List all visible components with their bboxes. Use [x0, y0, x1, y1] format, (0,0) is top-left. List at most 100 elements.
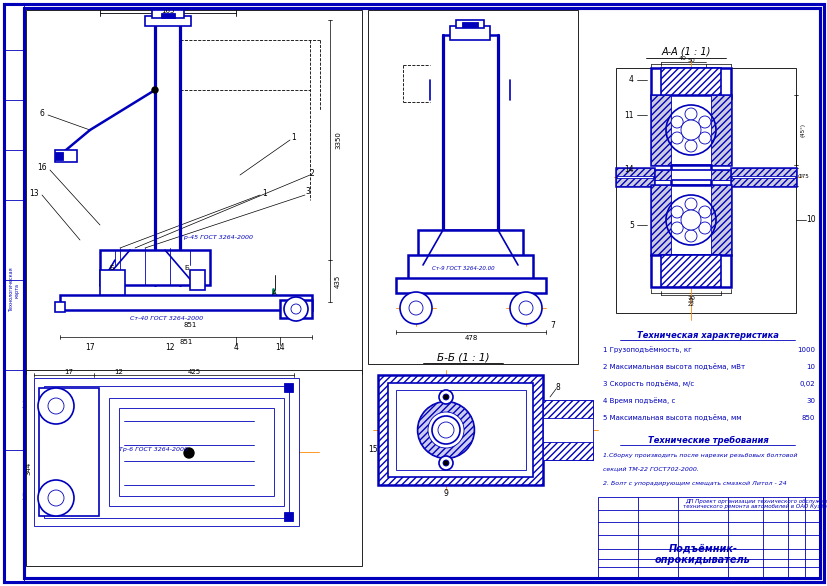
Bar [55, 152, 63, 160]
Bar [650, 95, 670, 165]
Text: (45°): (45°) [800, 123, 805, 137]
Text: 14: 14 [275, 343, 284, 353]
Bar [730, 168, 795, 176]
Text: А-А (1 : 1): А-А (1 : 1) [661, 47, 710, 57]
Text: 14: 14 [624, 165, 633, 175]
Circle shape [48, 398, 64, 414]
Bar [543, 400, 592, 460]
Bar [660, 68, 720, 98]
Text: 17: 17 [65, 369, 74, 375]
Text: 2 Максимальная высота подъёма, мВт: 2 Максимальная высота подъёма, мВт [602, 363, 744, 370]
Bar [55, 150, 77, 162]
Circle shape [432, 416, 460, 444]
Text: 1: 1 [291, 134, 296, 142]
Text: 3350: 3350 [335, 131, 341, 149]
Bar [615, 168, 653, 176]
Circle shape [684, 230, 696, 242]
Text: 12: 12 [165, 343, 174, 353]
Circle shape [442, 394, 448, 400]
Circle shape [684, 140, 696, 152]
Bar [650, 170, 730, 180]
Text: Б: Б [184, 265, 189, 271]
Bar [543, 442, 592, 460]
Bar [145, 16, 191, 26]
Bar [280, 300, 312, 318]
Circle shape [680, 210, 700, 230]
Bar [160, 13, 174, 18]
Text: 425: 425 [187, 369, 200, 375]
Bar [284, 512, 293, 521]
Text: Б: Б [109, 265, 114, 271]
Bar [388, 383, 533, 477]
Bar [650, 185, 730, 255]
Text: 7: 7 [550, 321, 555, 329]
Circle shape [680, 120, 700, 140]
Circle shape [698, 116, 710, 128]
Text: 2. Болт с упорадирующим смещать смазкой Литол - 24: 2. Болт с упорадирующим смещать смазкой … [602, 481, 786, 485]
Circle shape [671, 116, 682, 128]
Circle shape [409, 301, 423, 315]
Circle shape [671, 206, 682, 218]
Text: 0,02: 0,02 [798, 381, 814, 387]
Circle shape [698, 222, 710, 234]
Circle shape [38, 388, 74, 424]
Bar [418, 230, 523, 270]
Bar [44, 386, 289, 518]
Bar [26, 10, 361, 374]
Text: секций ТМ-22 ГОСТ702-2000.: секций ТМ-22 ГОСТ702-2000. [602, 466, 698, 472]
Circle shape [48, 490, 64, 506]
Text: 3: 3 [305, 188, 310, 196]
Circle shape [684, 108, 696, 120]
Bar [670, 165, 710, 185]
Bar [408, 255, 533, 280]
Bar [730, 178, 795, 186]
Text: 851: 851 [179, 339, 193, 345]
Text: Ф75: Ф75 [797, 175, 809, 179]
Bar [284, 383, 293, 392]
Bar [395, 390, 525, 470]
Text: 4 Время подъёма, с: 4 Время подъёма, с [602, 397, 675, 404]
Bar [710, 95, 730, 165]
Bar [4, 4, 24, 582]
Circle shape [684, 198, 696, 210]
Text: 9: 9 [443, 489, 448, 498]
Text: 12: 12 [114, 369, 123, 375]
Text: 5 Максимальная высота подъёма, мм: 5 Максимальная высота подъёма, мм [602, 414, 741, 421]
Circle shape [399, 292, 432, 324]
Text: 6: 6 [39, 108, 44, 118]
Circle shape [152, 87, 158, 93]
Bar [730, 168, 795, 186]
Text: 3: 3 [22, 401, 26, 411]
Text: Тр-45 ГОСТ 3264-2000: Тр-45 ГОСТ 3264-2000 [179, 234, 253, 240]
Text: 4: 4 [629, 76, 633, 84]
Text: Ст-9 ГОСТ 3264-20.00: Ст-9 ГОСТ 3264-20.00 [431, 265, 494, 271]
Bar [650, 185, 670, 255]
Text: 13: 13 [29, 189, 39, 199]
Text: Ст-40 ГОСТ 3264-2000: Ст-40 ГОСТ 3264-2000 [130, 315, 203, 321]
Bar [461, 22, 477, 27]
Text: 435: 435 [335, 274, 341, 288]
Bar [395, 278, 545, 293]
Text: ДП Проект организации технического обслуживания и
технического ремонта автомобил: ДП Проект организации технического обслу… [682, 499, 827, 509]
Text: 50: 50 [686, 59, 694, 63]
Text: 850: 850 [801, 415, 814, 421]
Bar [615, 178, 653, 186]
Bar [152, 10, 184, 18]
Circle shape [38, 480, 74, 516]
Bar [100, 270, 125, 295]
Text: 8: 8 [555, 383, 560, 391]
Bar [650, 95, 730, 165]
Bar [367, 10, 577, 364]
Text: 1 Грузоподъёмность, кг: 1 Грузоподъёмность, кг [602, 346, 691, 353]
Bar [39, 388, 99, 516]
Bar [615, 168, 653, 186]
Text: 40: 40 [678, 56, 686, 62]
Text: 30: 30 [805, 398, 814, 404]
Circle shape [418, 402, 473, 458]
Bar [34, 378, 299, 526]
Text: Подъёмник-
опрокидыватель: Подъёмник- опрокидыватель [654, 543, 750, 565]
Bar [543, 400, 592, 418]
Text: 10: 10 [805, 216, 815, 224]
Text: 5: 5 [629, 220, 633, 230]
Bar [442, 35, 497, 230]
